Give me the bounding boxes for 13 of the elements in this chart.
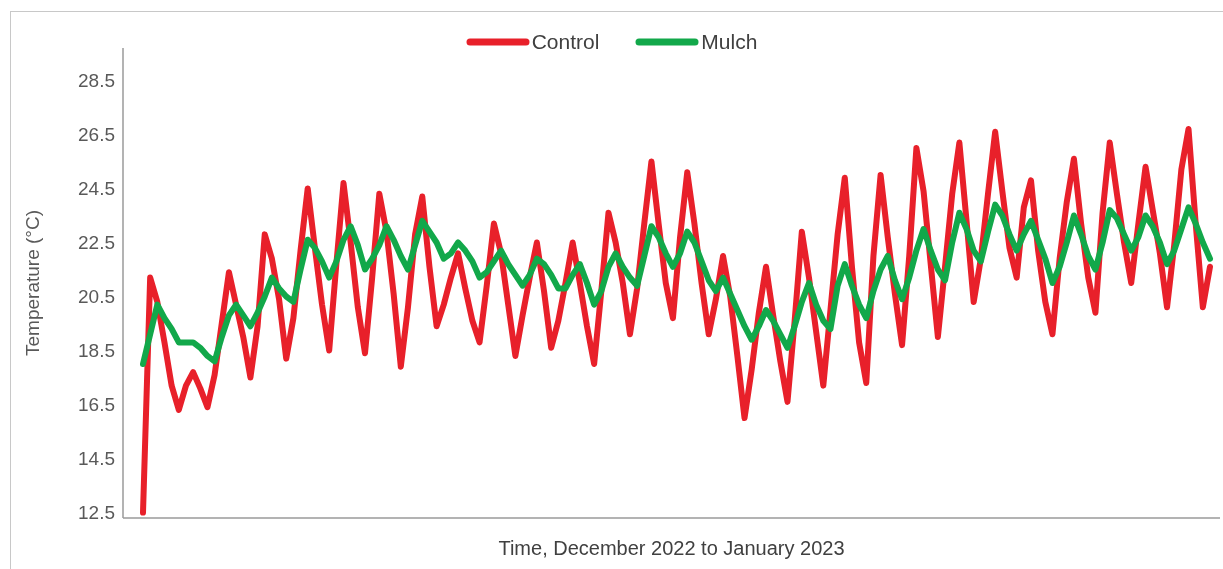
y-tick-label: 12.5 <box>78 502 115 524</box>
y-tick-label: 22.5 <box>78 232 115 254</box>
y-tick-label: 18.5 <box>78 340 115 362</box>
y-tick-label: 26.5 <box>78 124 115 146</box>
y-tick-label: 16.5 <box>78 394 115 416</box>
y-tick-label: 14.5 <box>78 448 115 470</box>
legend-label: Mulch <box>701 30 758 54</box>
x-axis-title: Time, December 2022 to January 2023 <box>498 537 845 559</box>
y-axis-title: Temperature (°C) <box>21 210 43 356</box>
y-tick-label: 24.5 <box>78 178 115 200</box>
legend-label: Control <box>531 30 600 54</box>
y-tick-label: 20.5 <box>78 286 115 308</box>
y-tick-label: 28.5 <box>78 70 115 92</box>
